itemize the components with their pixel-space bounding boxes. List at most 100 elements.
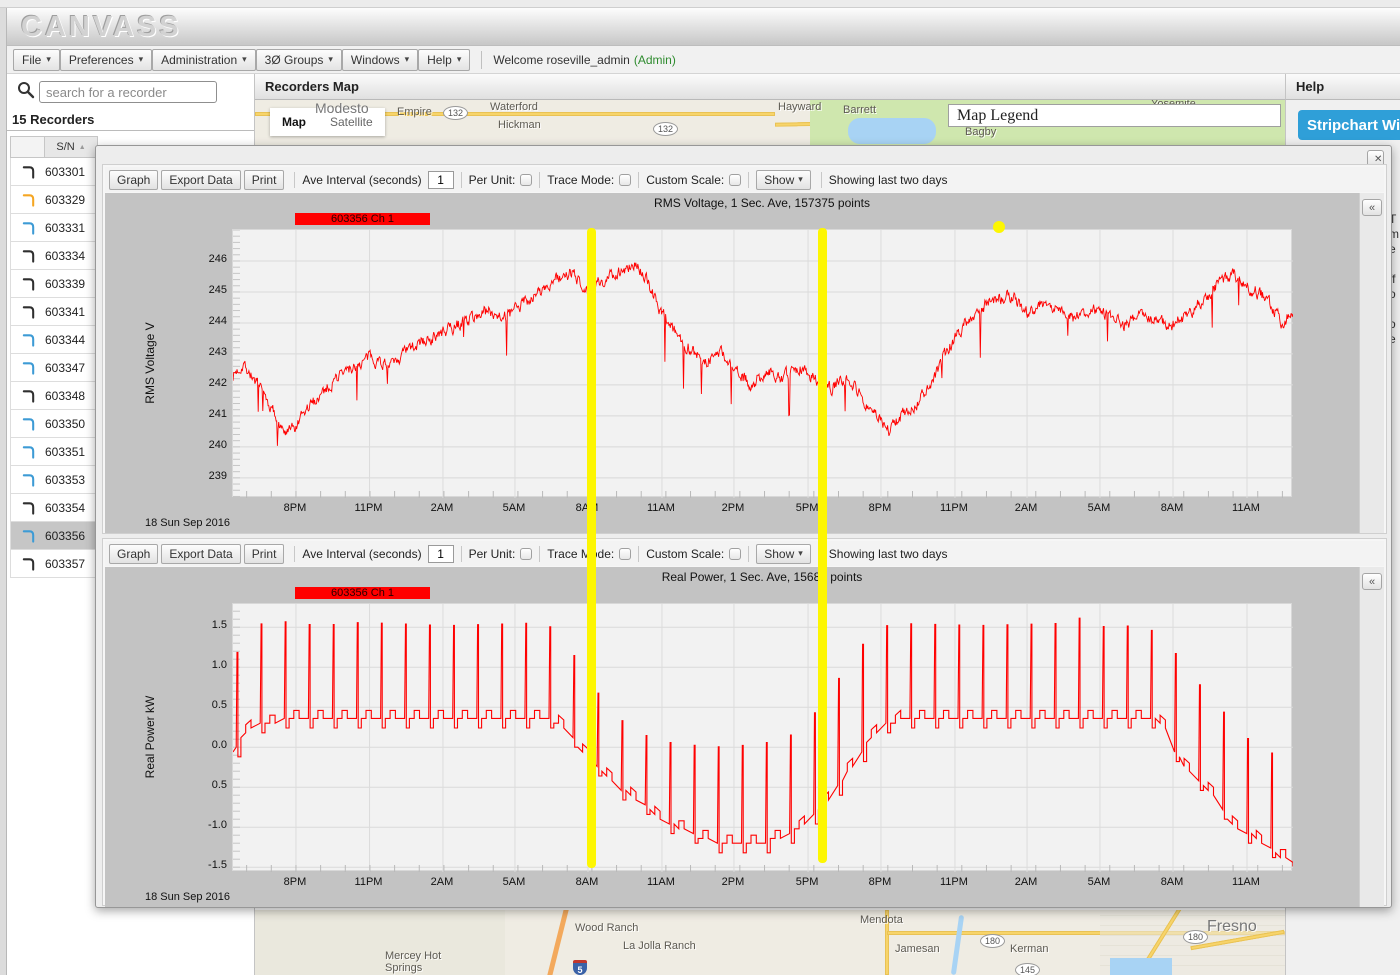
menu-item-preferences[interactable]: Preferences ▾ (59, 48, 153, 71)
app-header: CANVASS (7, 8, 1400, 46)
per-unit-checkbox[interactable] (520, 173, 533, 186)
per-unit-label: Per Unit: (468, 172, 516, 187)
recorders-count-label: 15 Recorders (12, 112, 95, 127)
recorder-row-603356[interactable]: 603356 (10, 522, 98, 550)
menu-item-label: File (22, 52, 42, 67)
ave-interval-input[interactable] (427, 170, 454, 189)
recorder-sn: 603348 (45, 388, 86, 403)
recorder-flag-icon (11, 444, 45, 460)
menu-item-windows[interactable]: Windows ▾ (341, 48, 419, 71)
recorder-sn: 603301 (45, 164, 86, 179)
route-badge-180: 180 (980, 934, 1006, 948)
map-label-kerman: Kerman (1010, 943, 1049, 955)
recorders-map-title: Recorders Map (265, 79, 359, 94)
recorder-row-603341[interactable]: 603341 (10, 298, 98, 326)
plot[interactable] (232, 229, 1293, 498)
help-title: Help (1296, 79, 1325, 94)
map-road (885, 910, 889, 975)
collapse-icon[interactable]: « (1362, 573, 1382, 590)
recorder-row-603339[interactable]: 603339 (10, 270, 98, 298)
sn-column-header[interactable]: S/N ▲ (45, 137, 97, 157)
print-button[interactable]: Print (243, 543, 285, 564)
recorder-row-603357[interactable]: 603357 (10, 550, 98, 578)
toolbar-separator (748, 171, 750, 188)
menu-item-help[interactable]: Help ▾ (418, 48, 471, 71)
recorder-row-603354[interactable]: 603354 (10, 494, 98, 522)
legend-badge[interactable]: 603356 Ch 1 (295, 587, 430, 599)
recorder-flag-icon (11, 248, 45, 264)
x-tick: 5AM (1087, 502, 1111, 514)
collapse-icon[interactable]: « (1362, 199, 1382, 216)
menu-divider (481, 50, 483, 69)
route-badge-145: 145 (1015, 963, 1041, 975)
recorder-row-603329[interactable]: 603329 (10, 186, 98, 214)
satellite-tab[interactable]: Satellite (318, 108, 385, 136)
recorder-row-603350[interactable]: 603350 (10, 410, 98, 438)
recorder-row-603348[interactable]: 603348 (10, 382, 98, 410)
recorder-row-603301[interactable]: 603301 (10, 158, 98, 186)
trace-mode-checkbox[interactable] (619, 547, 632, 560)
menu-item-phase-groups[interactable]: 3Ø Groups ▾ (255, 48, 342, 71)
export-data-button[interactable]: Export Data (161, 169, 241, 190)
show-button[interactable]: Show ▾ (756, 543, 811, 564)
route-badge-132: 132 (653, 122, 679, 136)
print-button[interactable]: Print (243, 169, 285, 190)
chevron-down-icon: ▾ (328, 54, 333, 64)
search-icon (17, 81, 35, 104)
recorder-flag-icon (11, 192, 45, 208)
plot[interactable] (232, 603, 1293, 872)
recorder-sn: 603334 (45, 248, 86, 263)
map-type-toggle: Map Satellite (270, 108, 385, 136)
recorder-row-603344[interactable]: 603344 (10, 326, 98, 354)
toolbar-separator (748, 545, 750, 562)
map-top-strip[interactable]: Map Satellite Map Legend Modesto Empire Wa… (255, 100, 1285, 145)
icon-column-header (11, 137, 45, 157)
y-tick: 245 (208, 283, 227, 296)
recorder-flag-icon (11, 388, 45, 404)
stripchart-window-button[interactable]: Stripchart Wi (1298, 110, 1400, 140)
menu-item-file[interactable]: File ▾ (13, 48, 60, 71)
trace-mode-checkbox[interactable] (619, 173, 632, 186)
x-tick: 2PM (721, 502, 745, 514)
export-data-button[interactable]: Export Data (161, 543, 241, 564)
per-unit-checkbox[interactable] (520, 547, 533, 560)
legend-badge[interactable]: 603356 Ch 1 (295, 213, 430, 225)
recorder-flag-icon (11, 276, 45, 292)
show-button[interactable]: Show ▾ (756, 169, 811, 190)
map-label-la-jolla-ranch: La Jolla Ranch (623, 940, 696, 952)
map-bottom-strip[interactable]: 5 Wood Ranch La Jolla Ranch Mendota Jamesan… (255, 910, 1285, 975)
app-logo: CANVASS (21, 11, 182, 43)
custom-scale-checkbox[interactable] (729, 547, 742, 560)
search-input[interactable] (39, 81, 217, 103)
x-tick: 8AM (575, 876, 599, 888)
show-button-label: Show (764, 546, 795, 561)
chart-area[interactable]: RMS Voltage, 1 Sec. Ave, 157375 points 6… (105, 193, 1361, 533)
recorder-row-603347[interactable]: 603347 (10, 354, 98, 382)
y-tick: -1.5 (208, 859, 227, 872)
recorder-row-603334[interactable]: 603334 (10, 242, 98, 270)
recorder-row-603331[interactable]: 603331 (10, 214, 98, 242)
graph-button[interactable]: Graph (109, 169, 159, 190)
recorder-flag-icon (11, 528, 45, 544)
y-tick: 240 (208, 438, 227, 451)
recorder-flag-icon (11, 416, 45, 432)
y-axis-label: Real Power kW (143, 695, 157, 779)
welcome-text: Welcome roseville_admin (Admin) (493, 53, 676, 67)
x-tick: 11PM (939, 876, 968, 888)
recorder-row-603351[interactable]: 603351 (10, 438, 98, 466)
y-tick: 1.5 (211, 619, 227, 632)
stripchart-panel-voltage: Graph Export Data Print Ave Interval (se… (102, 164, 1387, 534)
menu-item-administration[interactable]: Administration ▾ (152, 48, 256, 71)
map-tab[interactable]: Map (270, 108, 318, 136)
recorder-sn: 603356 (45, 528, 86, 543)
route-badge-132: 132 (443, 106, 469, 120)
graph-button[interactable]: Graph (109, 543, 159, 564)
custom-scale-checkbox[interactable] (729, 173, 742, 186)
recorder-flag-icon (11, 164, 45, 180)
recorder-list-header[interactable]: S/N ▲ (10, 136, 98, 158)
showing-range-label: Showing last two days (828, 546, 948, 561)
ave-interval-input[interactable] (427, 544, 454, 563)
chart-area[interactable]: Real Power, 1 Sec. Ave, 15681 points 603… (105, 567, 1361, 907)
recorder-row-603353[interactable]: 603353 (10, 466, 98, 494)
